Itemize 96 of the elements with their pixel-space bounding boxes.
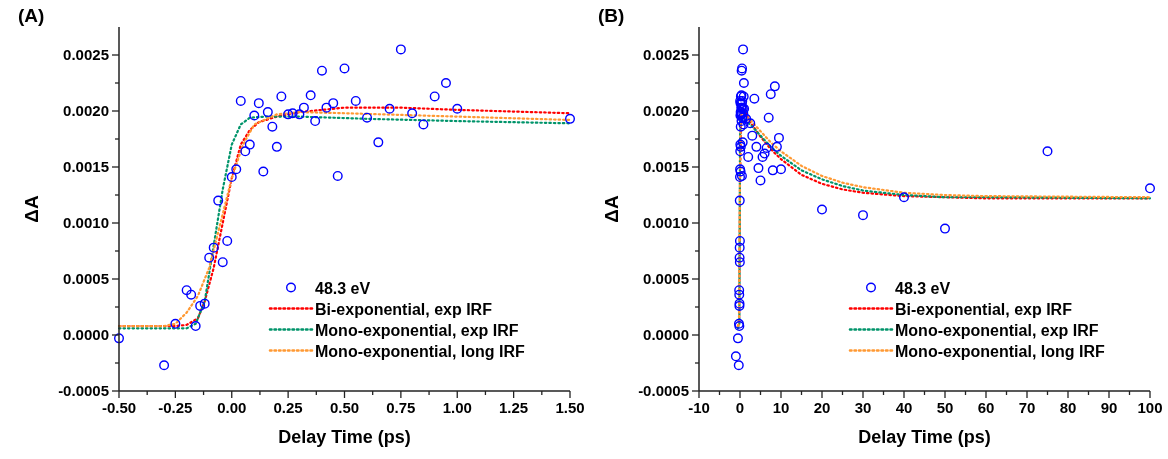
point [362,112,373,123]
point [305,90,316,101]
point [208,242,219,253]
legend-label: 48.3 eV [315,279,371,297]
x-tick-label: 90 [1100,399,1118,416]
y-tick-label: 0.0010 [63,214,109,231]
point [222,235,233,246]
point [276,91,287,102]
y-tick-label: 0.0005 [643,270,689,287]
point [204,252,215,263]
legend-label: Mono-exponential, exp IRF [895,321,1099,339]
legend-label: Mono-exponential, long IRF [315,342,525,360]
point [283,109,294,120]
y-tick-label: 0.0025 [63,46,109,63]
x-tick-label: 30 [854,399,872,416]
x-tick-label: 70 [1018,399,1036,416]
point [339,63,350,74]
point [384,103,395,114]
x-tick-label: 40 [895,399,913,416]
point [244,139,255,150]
point [332,170,343,181]
point [328,98,339,109]
point [186,289,197,300]
x-tick-label: 0.50 [329,399,360,416]
point [213,195,224,206]
point [350,95,361,106]
point [159,360,170,371]
x-tick-label: 100 [1137,399,1163,416]
point [170,318,181,329]
chart-title: (B) [598,5,625,26]
point [298,102,309,113]
point [262,107,273,118]
point [271,141,282,152]
x-tick-label: 50 [936,399,954,416]
legend-label: Bi-exponential, exp IRF [895,300,1073,318]
y-tick-label: 0.0015 [63,158,109,175]
x-tick-label: 1.25 [499,399,529,416]
x-tick-label: 80 [1059,399,1077,416]
point [114,333,124,344]
point [231,164,242,175]
point [240,146,251,157]
x-tick-label: -0.25 [158,399,193,416]
y-tick-label: 0.0015 [643,158,689,175]
y-axis-title: ΔA [601,195,622,223]
point [373,137,384,148]
point [217,257,228,268]
x-tick-label: 60 [977,399,995,416]
x-tick-label: 0.00 [217,399,247,416]
point [267,121,278,132]
y-tick-label: -0.0005 [638,382,689,399]
y-tick-label: 0.0000 [643,326,689,343]
point [195,300,206,311]
legend-label: 48.3 eV [895,279,951,297]
legend-label: Mono-exponential, exp IRF [315,321,519,339]
y-axis-title: ΔA [21,195,42,223]
y-tick-label: 0.0005 [63,270,109,287]
point [253,98,264,109]
point [287,108,298,119]
y-tick-label: 0.0010 [643,214,689,231]
point [565,113,575,124]
point [429,91,440,102]
x-tick-label: 1.50 [555,399,585,416]
point [258,166,269,177]
point [249,110,260,121]
x-tick-label: 0.25 [273,399,303,416]
point [395,44,406,55]
legend-label: Bi-exponential, exp IRF [315,300,493,318]
point [226,172,237,183]
x-tick-label: 1.00 [442,399,472,416]
point [181,285,192,296]
point [190,321,201,332]
point [407,108,418,119]
point [452,103,463,114]
point [440,78,451,88]
x-tick-label: 10 [772,399,790,416]
x-axis-title: Delay Time (ps) [858,427,991,447]
x-tick-label: 20 [813,399,831,416]
point [310,116,321,127]
y-tick-label: 0.0000 [63,326,109,343]
legend-label: Mono-exponential, long IRF [895,342,1105,360]
y-tick-label: 0.0020 [643,102,689,119]
y-tick-label: -0.0005 [58,382,109,399]
point [418,119,429,130]
x-tick-label: 0 [735,399,745,416]
chart-title: (A) [18,5,45,26]
point [199,298,210,309]
point [316,65,327,76]
x-tick-label: -10 [688,399,710,416]
point [294,109,305,120]
point [235,95,246,106]
x-tick-label: -0.50 [101,399,137,416]
point [321,102,332,113]
x-axis-title: Delay Time (ps) [278,427,411,447]
x-tick-label: 0.75 [386,399,416,416]
y-tick-label: 0.0020 [63,102,109,119]
y-tick-label: 0.0025 [643,46,689,63]
